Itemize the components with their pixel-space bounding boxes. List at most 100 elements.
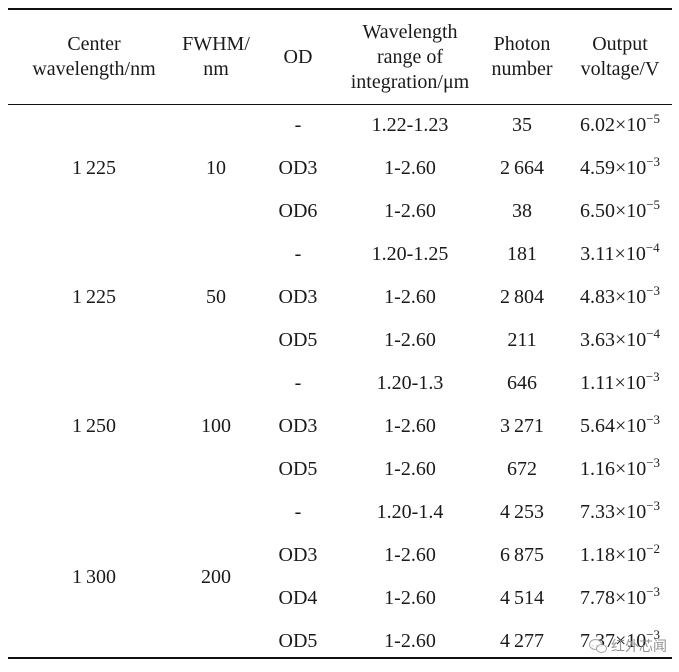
watermark-text: 红外芯闻 [611,639,667,655]
header-line: Output [592,33,648,55]
voltage-exponent: −3 [646,627,661,642]
od-cell: OD5 [278,458,318,480]
od-cell: - [294,243,302,265]
header-line: integration/μm [350,70,470,93]
center-wavelength-header: Center wavelength/nm [8,10,180,104]
wavelength-range-cell: 1-2.60 [384,587,436,609]
header-line: FWHM/ [182,33,250,55]
voltage-mantissa: 1.11×10 [580,372,646,394]
photon-number-header: Photon number [476,10,568,104]
wavelength-range-cell: 1.22-1.23 [371,114,449,136]
wavelength-range-cell: 1-2.60 [384,329,436,351]
voltage-exponent: −2 [646,541,661,556]
voltage-exponent: −3 [645,369,660,384]
table-header-rule [8,104,672,105]
photon-number-cell: 6 875 [499,544,544,566]
voltage-exponent: −3 [646,154,661,169]
od-cell: OD5 [278,630,318,652]
voltage-mantissa: 5.64×10 [579,415,647,437]
photon-number-cell: 4 277 [499,630,544,652]
wavelength-range-cell: 1.20-1.25 [371,243,449,265]
wavelength-range-header: Wavelength range of integration/μm [344,10,476,104]
voltage-mantissa: 4.59×10 [579,157,647,179]
od-header: OD [252,10,344,104]
header-line: wavelength/nm [32,58,156,80]
wavelength-range-cell: 1-2.60 [384,415,436,437]
voltage-mantissa: 3.11×10 [580,243,646,265]
wavelength-range-cell: 1.20-1.4 [376,501,444,523]
wavelength-range-cell: 1-2.60 [384,458,436,480]
header-line: Photon [493,33,551,55]
od-cell: OD3 [278,415,318,437]
header-line: number [491,58,553,80]
od-cell: - [294,114,302,136]
voltage-mantissa: 1.18×10 [579,544,647,566]
fwhm-cell: 10 [206,157,226,179]
table-row: 1 250 100-1.20-1.3 646 1.11×10−3 [8,362,672,437]
photon-number-cell: 3 271 [499,415,544,437]
voltage-mantissa: 6.50×10 [579,200,647,222]
output-voltage-cell: 7.78×10−3 [568,577,672,620]
wavelength-range-cell: 1-2.60 [384,630,436,652]
table-row: 1 225 50 - 1.20-1.25 181 3.11×10−4 [8,233,672,308]
table-row: OD3 1-2.60 2 664 4.59×10−3 [8,147,672,190]
table-top-rule [8,8,672,10]
table-row: OD5 1-2.60 672 1.16×10−3 [8,448,672,491]
voltage-mantissa: 7.78×10 [579,587,647,609]
output-voltage-cell: 4.83×10−3 [568,276,672,319]
header-line: voltage/V [580,58,660,80]
fwhm-cell: 200 [201,565,231,588]
od-cell: OD6 [278,200,318,222]
center-wavelength-cell: 1 225 [71,286,116,308]
fwhm-header: FWHM/nm [180,10,252,104]
header-row: Center wavelength/nm FWHM/nm OD Wavelength ra… [8,10,672,104]
watermark: 红外芯闻 [589,636,667,656]
photon-number-cell: 35 [512,114,532,136]
photon-number-cell: 211 [507,329,537,351]
data-table: Center wavelength/nm FWHM/nm OD Wavelength ra… [8,10,672,663]
od-cell: - [294,501,302,523]
wechat-icon [589,639,607,653]
table-header: Center wavelength/nm FWHM/nm OD Wavelength ra… [8,10,672,104]
voltage-mantissa: 7.33×10 [579,501,647,523]
od-cell: OD4 [278,587,318,609]
od-cell: OD3 [278,286,318,308]
voltage-exponent: −3 [646,584,661,599]
wavelength-range-cell: 1-2.60 [384,157,436,179]
photon-number-cell: 181 [507,243,537,265]
voltage-mantissa: 3.63×10 [579,329,647,351]
table-row: OD3 1-2.60 2 804 4.83×10−3 [8,276,672,319]
output-voltage-cell: 3.63×10−4 [568,319,672,362]
photon-number-cell: 38 [512,200,532,222]
photon-number-cell: 2 804 [499,286,544,308]
wavelength-range-cell: 1.20-1.3 [376,372,444,394]
voltage-mantissa: 6.02×10 [579,114,647,136]
voltage-exponent: −3 [646,412,661,427]
header-line: range of [376,45,444,68]
voltage-exponent: −5 [646,111,661,126]
voltage-exponent: −4 [646,326,661,341]
wavelength-range-cell: 1-2.60 [384,200,436,222]
header-line: OD [283,45,313,68]
voltage-exponent: −3 [646,283,661,298]
output-voltage-cell: 1.18×10−2 [568,534,672,577]
table-row: OD5 1-2.60 211 3.63×10−4 [8,319,672,362]
wavelength-range-cell: 1-2.60 [384,544,436,566]
output-voltage-cell: 6.50×10−5 [568,190,672,233]
photon-number-cell: 646 [507,372,537,394]
voltage-mantissa: 1.16×10 [579,458,647,480]
table-row: 1 225 10 - 1.22-1.23 35 6.02×10−5 [8,104,672,179]
center-wavelength-cell: 1 300 [71,565,116,588]
voltage-mantissa: 4.83×10 [579,286,647,308]
od-cell: OD3 [278,157,318,179]
header-line: Wavelength [362,20,458,43]
table-row: OD3 1-2.60 6 875 1.18×10−2 [8,534,672,577]
output-voltage-cell: 1.16×10−3 [568,448,672,491]
table-row: OD4 1-2.60 4 514 7.78×10−3 [8,577,672,620]
photon-number-cell: 672 [507,458,537,480]
table-body: 1 225 10-1.22-1.23 35 6.02×10−5 OD3 1-2.60 2 6… [8,104,672,663]
table-row: OD3 1-2.60 3 271 5.64×10−3 [8,405,672,448]
output-voltage-cell: 1.11×10−3 [568,362,672,405]
voltage-exponent: −3 [646,498,661,513]
output-voltage-cell: 4.59×10−3 [568,147,672,190]
